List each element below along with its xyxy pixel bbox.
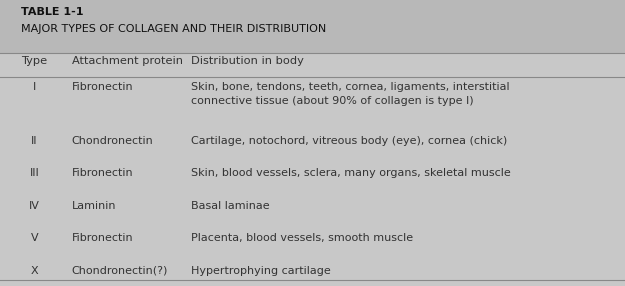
- Text: Skin, bone, tendons, teeth, cornea, ligaments, interstitial: Skin, bone, tendons, teeth, cornea, liga…: [191, 82, 509, 92]
- Text: IV: IV: [29, 201, 40, 210]
- Text: connective tissue (about 90% of collagen is type I): connective tissue (about 90% of collagen…: [191, 96, 473, 106]
- Text: Placenta, blood vessels, smooth muscle: Placenta, blood vessels, smooth muscle: [191, 233, 412, 243]
- Text: Chondronectin: Chondronectin: [72, 136, 154, 146]
- Text: Hypertrophying cartilage: Hypertrophying cartilage: [191, 266, 331, 276]
- Text: TABLE 1-1: TABLE 1-1: [21, 7, 83, 17]
- Text: Attachment protein: Attachment protein: [72, 56, 183, 66]
- Text: Distribution in body: Distribution in body: [191, 56, 304, 66]
- Text: I: I: [32, 82, 36, 92]
- Text: X: X: [31, 266, 38, 276]
- Text: Skin, blood vessels, sclera, many organs, skeletal muscle: Skin, blood vessels, sclera, many organs…: [191, 168, 511, 178]
- Text: Fibronectin: Fibronectin: [72, 168, 134, 178]
- Text: MAJOR TYPES OF COLLAGEN AND THEIR DISTRIBUTION: MAJOR TYPES OF COLLAGEN AND THEIR DISTRI…: [21, 24, 326, 34]
- Bar: [0, 0, 625, 53]
- Text: III: III: [29, 168, 39, 178]
- Text: Chondronectin(?): Chondronectin(?): [72, 266, 168, 276]
- Text: Fibronectin: Fibronectin: [72, 82, 134, 92]
- Text: Cartilage, notochord, vitreous body (eye), cornea (chick): Cartilage, notochord, vitreous body (eye…: [191, 136, 507, 146]
- Text: Laminin: Laminin: [72, 201, 116, 210]
- Text: Type: Type: [21, 56, 47, 66]
- Text: Basal laminae: Basal laminae: [191, 201, 269, 210]
- Text: V: V: [31, 233, 38, 243]
- Text: Fibronectin: Fibronectin: [72, 233, 134, 243]
- Text: II: II: [31, 136, 38, 146]
